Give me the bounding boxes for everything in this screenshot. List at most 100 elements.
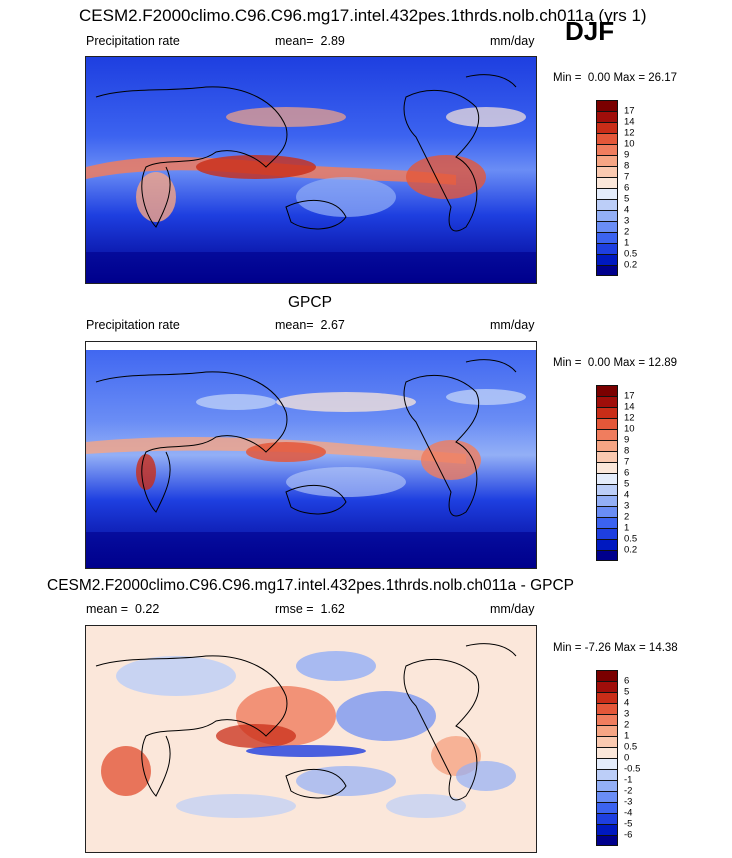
panel2-mean-label: mean= [275, 318, 314, 332]
panel1-colorbar-tick: 3 [624, 215, 630, 227]
panel3-mean-label: mean = [86, 602, 129, 616]
panel1-min-value: 0.00 [587, 72, 611, 84]
panel2-mean-value: 2.67 [320, 318, 345, 332]
panel1-colorbar-tick: 5 [624, 193, 630, 205]
panel3-colorbar-swatch [596, 725, 618, 736]
panel2-colorbar-tick: 0.2 [624, 544, 638, 556]
panel1-map [85, 56, 537, 284]
panel3-colorbar [596, 670, 618, 846]
panel3-colorbar-swatch [596, 813, 618, 824]
panel2-colorbar-tick: 7 [624, 456, 630, 468]
panel3-colorbar-swatch [596, 692, 618, 703]
panel3-mean: mean = 0.22 [86, 602, 159, 616]
panel1-colorbar-swatch [596, 265, 618, 276]
panel3-colorbar-swatch [596, 670, 618, 681]
panel2-colorbar-tick: 2 [624, 511, 630, 523]
panel2-mean: mean= 2.67 [275, 318, 345, 332]
panel2-colorbar-tick: 12 [624, 412, 635, 424]
panel3-colorbar-tick: -1 [624, 774, 633, 786]
panel1-colorbar-swatch [596, 133, 618, 144]
panel3-colorbar-tick: -4 [624, 807, 633, 819]
panel3-colorbar-tick: 4 [624, 697, 630, 709]
panel1-max-label: Max = [613, 72, 646, 84]
panel2-colorbar-swatch [596, 517, 618, 528]
panel2-colorbar-swatch [596, 462, 618, 473]
panel1-colorbar [596, 100, 618, 276]
panel3-min-value: -7.26 [584, 642, 611, 654]
panel3-colorbar-swatch [596, 681, 618, 692]
panel2-colorbar-tick: 8 [624, 445, 630, 457]
panel1-colorbar-tick: 6 [624, 182, 630, 194]
panel3-minmax: Min = -7.26 Max = 14.38 [553, 642, 678, 654]
panel3-colorbar-tick: 2 [624, 719, 630, 731]
panel3-colorbar-swatch [596, 824, 618, 835]
panel3-max-label: Max = [614, 642, 646, 654]
panel3-colorbar-tick: -3 [624, 796, 633, 808]
panel1-colorbar-swatch [596, 155, 618, 166]
panel1-colorbar-swatch [596, 111, 618, 122]
panel2-colorbar-tick: 1 [624, 522, 630, 534]
panel1-colorbar-swatch [596, 144, 618, 155]
panel2-colorbar-tick: 3 [624, 500, 630, 512]
panel1-title: CESM2.F2000climo.C96.C96.mg17.intel.432p… [79, 6, 647, 25]
panel3-colorbar-tick: 1 [624, 730, 630, 742]
panel2-colorbar-tick: 4 [624, 489, 630, 501]
panel2-min-label: Min = [553, 357, 582, 369]
panel1-colorbar-swatch [596, 100, 618, 111]
panel2-colorbar-swatch [596, 451, 618, 462]
panel1-colorbar-tick: 10 [624, 138, 635, 150]
panel2-minmax: Min = 0.00 Max = 12.89 [553, 357, 677, 369]
panel1-max-value: 26.17 [648, 72, 678, 84]
panel2-colorbar-swatch [596, 440, 618, 451]
panel1-colorbar-swatch [596, 188, 618, 199]
panel3-colorbar-swatch [596, 747, 618, 758]
panel2-colorbar-swatch [596, 429, 618, 440]
panel3-min-label: Min = [553, 642, 582, 654]
panel3-colorbar-swatch [596, 703, 618, 714]
panel3-colorbar-tick: -6 [624, 829, 633, 841]
panel1-colorbar-tick: 9 [624, 149, 630, 161]
panel2-units: mm/day [490, 318, 535, 332]
panel2-map [85, 341, 537, 569]
panel3-colorbar-swatch [596, 714, 618, 725]
panel3-colorbar-tick: 3 [624, 708, 630, 720]
panel3-colorbar-tick: 6 [624, 675, 630, 687]
panel1-min-label: Min = [553, 72, 582, 84]
panel1-colorbar-swatch [596, 199, 618, 210]
panel1-colorbar-swatch [596, 232, 618, 243]
panel1-colorbar-tick: 14 [624, 116, 635, 128]
panel3-map [85, 625, 537, 853]
panel3-units: mm/day [490, 602, 535, 616]
panel2-colorbar-tick: 17 [624, 390, 635, 402]
panel2-min-value: 0.00 [587, 357, 611, 369]
panel1-colorbar-swatch [596, 210, 618, 221]
panel1-units: mm/day [490, 34, 535, 48]
panel1-variable: Precipitation rate [86, 34, 180, 48]
panel3-colorbar-swatch [596, 791, 618, 802]
panel1-mean-label: mean= [275, 34, 314, 48]
panel3-max-value: 14.38 [648, 642, 678, 654]
panel1-colorbar-swatch [596, 221, 618, 232]
panel3-colorbar-swatch [596, 802, 618, 813]
panel2-colorbar-swatch [596, 484, 618, 495]
panel1-colorbar-swatch [596, 243, 618, 254]
panel2-colorbar-swatch [596, 407, 618, 418]
panel3-title: CESM2.F2000climo.C96.C96.mg17.intel.432p… [47, 577, 574, 594]
panel2-colorbar-swatch [596, 539, 618, 550]
panel2-colorbar-swatch [596, 418, 618, 429]
panel1-colorbar-tick: 7 [624, 171, 630, 183]
panel2-max-label: Max = [613, 357, 646, 369]
panel1-colorbar-tick: 0.5 [624, 248, 638, 260]
panel2-colorbar-tick: 0.5 [624, 533, 638, 545]
panel3-rmse-label: rmse = [275, 602, 314, 616]
panel3-colorbar-tick: -5 [624, 818, 633, 830]
panel1-colorbar-tick: 2 [624, 226, 630, 238]
panel3-colorbar-swatch [596, 736, 618, 747]
panel1-mean: mean= 2.89 [275, 34, 345, 48]
panel2-colorbar-tick: 5 [624, 478, 630, 490]
panel2-colorbar-swatch [596, 385, 618, 396]
panel1-colorbar-swatch [596, 122, 618, 133]
panel2-colorbar-tick: 14 [624, 401, 635, 413]
panel1-colorbar-swatch [596, 254, 618, 265]
panel2-colorbar-swatch [596, 528, 618, 539]
